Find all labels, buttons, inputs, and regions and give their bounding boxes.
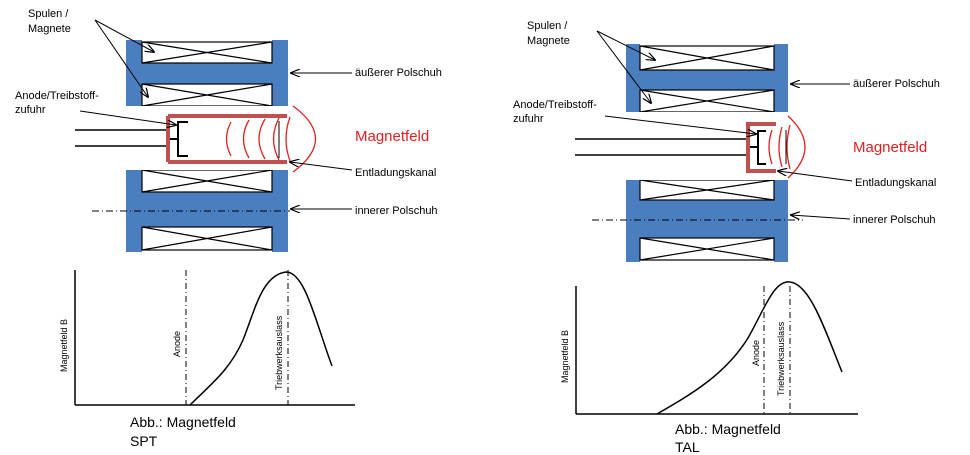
- inner-pole-shoe: [126, 192, 288, 227]
- anode: [170, 121, 188, 157]
- anode-label-line2: zufuhr: [513, 113, 544, 125]
- coils-label-line2: Magnete: [527, 35, 570, 47]
- field-lines: [768, 115, 806, 179]
- plot-ylabel: Magnetfeld B: [560, 330, 570, 383]
- caption-line1: Abb.: Magnetfeld: [675, 421, 781, 437]
- outer-pole-shoe: [126, 63, 288, 84]
- caption-line2: SPT: [130, 433, 158, 449]
- field-label: Magnetfeld: [853, 139, 927, 156]
- channel-label: Entladungskanal: [855, 177, 936, 189]
- plot-exit-label: Triebwerksauslass: [274, 315, 284, 390]
- coil-upper-middle: [141, 83, 273, 107]
- coil-lower-middle: [639, 179, 775, 201]
- spt-thruster: Spulen / Magnete Anode/Treibstoff- zufuh…: [15, 8, 442, 252]
- anode: [750, 130, 766, 165]
- coil-lower-middle: [141, 169, 273, 193]
- plot-anode-label: Anode: [172, 331, 182, 357]
- field-lines: [225, 105, 317, 173]
- coil-top: [141, 41, 273, 64]
- caption-line2: TAL: [675, 439, 700, 455]
- outer-pole-shoe: [626, 70, 788, 90]
- coil-bottom: [141, 226, 273, 251]
- outer-pole-label: äußerer Polschuh: [355, 67, 442, 79]
- plot-ylabel: Magnetfeld B: [59, 319, 69, 372]
- outer-pole-label: äußerer Polschuh: [853, 78, 940, 90]
- anode-label-line1: Anode/Treibstoff-: [513, 99, 597, 111]
- coils-label-line2: Magnete: [28, 23, 71, 35]
- channel-label: Entladungskanal: [355, 167, 436, 179]
- inner-pole-label: innerer Polschuh: [355, 205, 438, 217]
- coils-label-line1: Spulen /: [527, 20, 568, 32]
- plot-exit-label: Triebwerksauslass: [776, 321, 786, 396]
- propellant-feed: [575, 138, 750, 156]
- coil-bottom: [639, 237, 775, 261]
- tal-thruster: Spulen / Magnete Anode/Treibstoff- zufuh…: [513, 20, 940, 262]
- field-curve: [189, 271, 333, 406]
- spt-field-plot: Magnetfeld B Anode Triebwerksauslass Abb…: [59, 270, 355, 449]
- inner-pole-label: innerer Polschuh: [853, 214, 936, 226]
- anode-label-line1: Anode/Treibstoff-: [15, 90, 99, 102]
- plot-anode-label: Anode: [751, 340, 761, 366]
- propellant-feed: [75, 129, 170, 147]
- field-curve: [656, 281, 843, 415]
- anode-label-line2: zufuhr: [15, 104, 46, 116]
- coil-top: [639, 45, 775, 71]
- field-label: Magnetfeld: [355, 128, 429, 145]
- caption-line1: Abb.: Magnetfeld: [130, 414, 236, 430]
- inner-pole-shoe: [626, 200, 788, 238]
- coil-upper-middle: [639, 89, 775, 113]
- tal-field-plot: Magnetfeld B Anode Triebwerksauslass Abb…: [560, 281, 858, 455]
- coils-label-line1: Spulen /: [28, 8, 69, 20]
